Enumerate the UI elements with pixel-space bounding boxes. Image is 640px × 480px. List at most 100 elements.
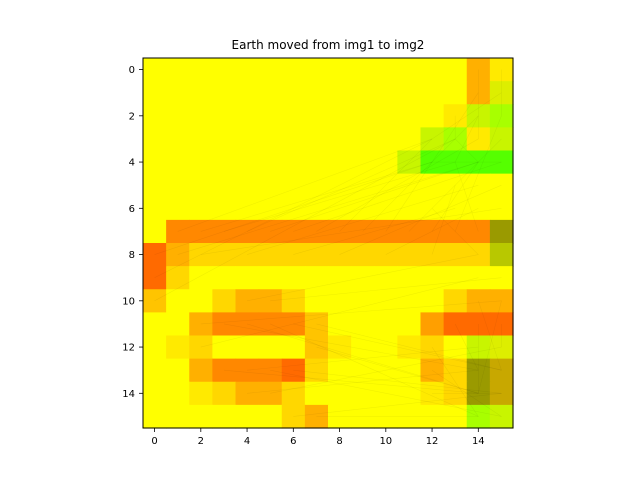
y-tick-label: 4 [129,158,135,169]
heatmap-cell [328,150,352,175]
heatmap-cell [328,58,352,82]
heatmap-cell [212,173,237,198]
heatmap-cell [189,219,213,244]
heatmap-cell [374,104,398,128]
heatmap-cell [374,404,398,429]
heatmap-cell [374,289,398,313]
y-tick-label: 8 [129,250,135,261]
heatmap-cell [166,312,190,337]
heatmap-cell [397,150,422,175]
heatmap-cell [397,312,422,337]
flow-line [478,300,502,371]
heatmap-cell [328,243,352,267]
flow-line [246,323,479,394]
heatmap-cell [374,381,398,406]
heatmap-cell [166,196,190,221]
heatmap-cell [420,381,445,406]
heatmap-cell [304,381,329,406]
heatmap-cell [420,127,445,152]
flow-line [339,161,410,232]
heatmap-cell [351,58,375,82]
heatmap-cell [258,219,283,244]
heatmap-cell [143,196,167,221]
heatmap-cell [443,196,468,221]
flow-line [293,393,502,417]
flow-line [154,138,433,278]
heatmap-cell [351,196,375,221]
heatmap-cell [420,104,445,128]
heatmap-cell [328,335,352,360]
flow-line [247,346,479,371]
heatmap-cell [212,404,237,429]
heatmap-cell [328,266,352,290]
heatmap-cell [258,312,283,337]
heatmap-cell [189,335,213,360]
heatmap-cell [258,289,283,313]
heatmap-cell [397,243,422,267]
heatmap-cell [328,381,352,406]
flow-line [431,161,479,232]
heatmap-cell [304,219,329,244]
heatmap-cell [212,219,237,244]
heatmap-cell [281,104,306,128]
heatmap-cell [351,243,375,267]
heatmap-cell [489,219,514,244]
heatmap-cell [189,104,213,128]
heatmap-cell [351,150,375,175]
heatmap-cell [420,219,445,244]
heatmap-cell [281,381,306,406]
heatmap-cell [489,196,514,221]
heatmap-cell [374,58,398,82]
heatmap-cell [166,104,190,128]
heatmap-cell [281,81,306,105]
heatmap-cell [235,104,260,128]
heatmap-cell [374,243,398,267]
heatmap-cell [466,404,491,429]
heatmap-cell [258,196,283,221]
heatmap-cell [466,173,491,198]
heatmap-cell [304,58,329,82]
heatmap-cell [466,358,491,383]
heatmap-cell [281,266,306,290]
heatmap-cell [166,335,190,360]
heatmap-cell [489,173,514,198]
flow-line [454,161,479,232]
heatmap-cell [397,196,422,221]
heatmap-cell [304,404,329,429]
heatmap-cell [258,266,283,290]
heatmap-cell [235,58,260,82]
heatmap-cell [258,58,283,82]
heatmap-cell [258,381,283,406]
heatmap-cell [397,127,422,152]
heatmap-cell [443,381,468,406]
heatmap-cells [143,58,514,429]
heatmap-cell [143,104,167,128]
heatmap-cell [489,81,514,105]
y-tick-label: 6 [129,204,135,215]
heatmap-cell [443,243,468,267]
heatmap-cell [420,358,445,383]
heatmap-cell [374,196,398,221]
flow-line [200,277,479,348]
flow-line [270,323,479,417]
heatmap-cell [374,312,398,337]
heatmap-cell [420,335,445,360]
flow-line [431,92,502,140]
heatmap-cell [489,381,514,406]
heatmap-cell [466,196,491,221]
heatmap-cell [235,150,260,175]
heatmap-cell [212,127,237,152]
flow-line [177,138,433,232]
heatmap-cell [235,335,260,360]
heatmap-cell [212,381,237,406]
heatmap-cell [235,358,260,383]
heatmap-cell [466,335,491,360]
heatmap-cell [143,312,167,337]
heatmap-cell [374,219,398,244]
heatmap-cell [143,150,167,175]
heatmap-cell [212,58,237,82]
heatmap-cell [304,312,329,337]
x-tick-label: 12 [426,436,439,447]
x-axis-ticks: 0 2 4 6 8 10 12 14 [151,428,485,447]
heatmap-cell [258,358,283,383]
